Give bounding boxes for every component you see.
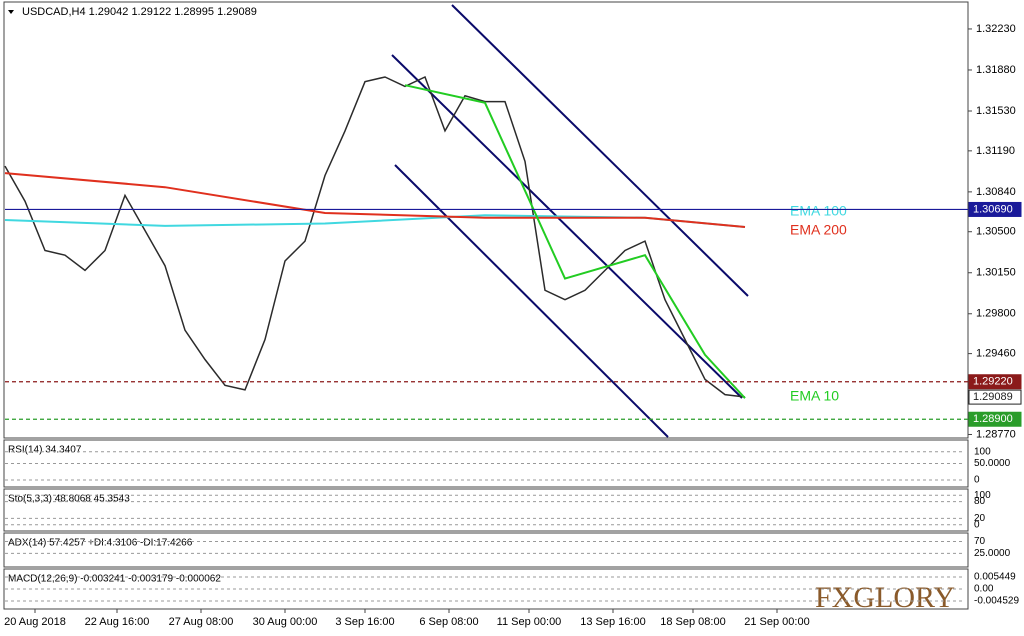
series-line (4, 172, 746, 228)
channel-line (391, 54, 743, 399)
x-tick-label: 20 Aug 2018 (4, 616, 66, 628)
indicator-tick-label: 50.0000 (974, 458, 1011, 469)
series-line (404, 84, 746, 399)
x-tick-label: 3 Sep 16:00 (335, 616, 394, 628)
indicator-tick-label: 0.005449 (974, 572, 1016, 583)
y-tick-label: 1.29800 (976, 308, 1016, 320)
level-label: 1.29089 (973, 391, 1013, 403)
series-label: EMA 200 (790, 222, 847, 238)
y-tick-label: 1.31190 (976, 145, 1015, 157)
y-tick-label: 1.32230 (976, 23, 1016, 35)
indicator-panel (3, 532, 969, 568)
x-tick-label: 13 Sep 16:00 (580, 616, 645, 628)
y-tick-label: 1.30840 (976, 186, 1016, 198)
y-tick-label: 1.31880 (976, 64, 1016, 76)
channel-line (451, 4, 749, 297)
main-panel (3, 1, 969, 439)
series-label: EMA 10 (790, 388, 839, 404)
x-tick-label: 22 Aug 16:00 (85, 616, 150, 628)
indicator-tick-label: 0 (974, 475, 980, 486)
y-tick-label: 1.30150 (976, 267, 1016, 279)
y-tick-label: 1.31530 (976, 105, 1016, 117)
indicator-tick-label: 0.00 (974, 584, 994, 595)
indicator-tick-label: 20 (974, 513, 986, 524)
y-tick-label: 1.30500 (976, 226, 1016, 238)
level-label: 1.29220 (973, 376, 1013, 388)
indicator-title: MACD(12,26,9) -0.003241 -0.003179 -0.000… (8, 574, 221, 585)
x-tick-label: 18 Sep 08:00 (660, 616, 725, 628)
indicator-tick-label: 100 (974, 490, 991, 501)
x-tick-label: 6 Sep 08:00 (419, 616, 478, 628)
level-label: 1.28900 (973, 413, 1013, 425)
x-tick-label: 11 Sep 00:00 (497, 616, 562, 628)
y-tick-label: 1.29460 (976, 348, 1016, 360)
level-box (968, 374, 1022, 390)
indicator-tick-label: 80 (974, 496, 986, 507)
indicator-panel (3, 439, 969, 488)
indicator-tick-label: 25.0000 (974, 548, 1011, 559)
level-box (968, 389, 1022, 405)
x-tick-label: 30 Aug 00:00 (253, 616, 318, 628)
level-box (968, 411, 1022, 427)
header-arrow (8, 10, 14, 14)
indicator-tick-label: 100 (974, 446, 991, 457)
symbol-header: USDCAD,H4 1.29042 1.29122 1.28995 1.2908… (22, 6, 257, 18)
y-tick-label: 1.28770 (976, 428, 1016, 440)
level-label: 1.30690 (973, 203, 1013, 215)
indicator-panel (3, 568, 969, 610)
logo: FXGLORY (815, 581, 955, 614)
indicator-panel (3, 488, 969, 532)
indicator-title: Sto(5,3,3) 48.8068 45.3543 (8, 494, 130, 505)
indicator-title: ADX(14) 57.4257 +DI:4.3106 -DI:17.4266 (8, 538, 193, 549)
x-tick-label: 21 Sep 00:00 (744, 616, 809, 628)
series-label: EMA 100 (790, 203, 847, 219)
indicator-tick-label: 70 (974, 536, 986, 547)
level-box (968, 201, 1022, 217)
series-line (4, 75, 746, 398)
indicator-tick-label: 0 (974, 519, 980, 530)
indicator-tick-label: -0.004529 (974, 596, 1019, 607)
indicator-title: RSI(14) 34.3407 (8, 445, 82, 456)
x-tick-label: 27 Aug 08:00 (169, 616, 234, 628)
channel-line (394, 164, 669, 438)
